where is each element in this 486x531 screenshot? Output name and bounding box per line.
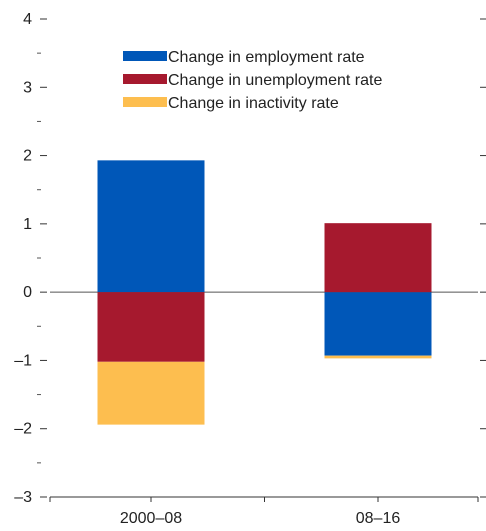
bars bbox=[97, 160, 432, 425]
bar-segment bbox=[324, 292, 432, 356]
legend-label: Change in employment rate bbox=[168, 49, 365, 66]
axes: –3 –2 –1 0 1 2 3 4 2000–08 08–16 bbox=[14, 11, 486, 527]
legend-swatch bbox=[123, 51, 167, 61]
y-tick-label: –1 bbox=[14, 352, 32, 369]
y-tick-label: –3 bbox=[14, 489, 32, 506]
legend: Change in employment rate Change in unemp… bbox=[123, 49, 382, 112]
y-tick-label: 2 bbox=[23, 148, 32, 165]
y-tick-label: 3 bbox=[23, 79, 32, 96]
x-tick-label: 2000–08 bbox=[120, 510, 182, 527]
y-tick-label: –2 bbox=[14, 421, 32, 438]
bar-segment bbox=[97, 160, 205, 293]
y-tick-label: 1 bbox=[23, 216, 32, 233]
legend-label: Change in unemployment rate bbox=[168, 72, 382, 89]
bar-segment bbox=[324, 223, 432, 293]
x-tick-label: 08–16 bbox=[356, 510, 401, 527]
y-tick-label: 0 bbox=[23, 284, 32, 301]
legend-swatch bbox=[123, 74, 167, 84]
y-tick-label: 4 bbox=[23, 11, 32, 28]
legend-label: Change in inactivity rate bbox=[168, 95, 339, 112]
bar-segment bbox=[97, 292, 205, 362]
bar-segment bbox=[97, 361, 205, 425]
bar-segment bbox=[324, 355, 432, 359]
legend-swatch bbox=[123, 97, 167, 107]
